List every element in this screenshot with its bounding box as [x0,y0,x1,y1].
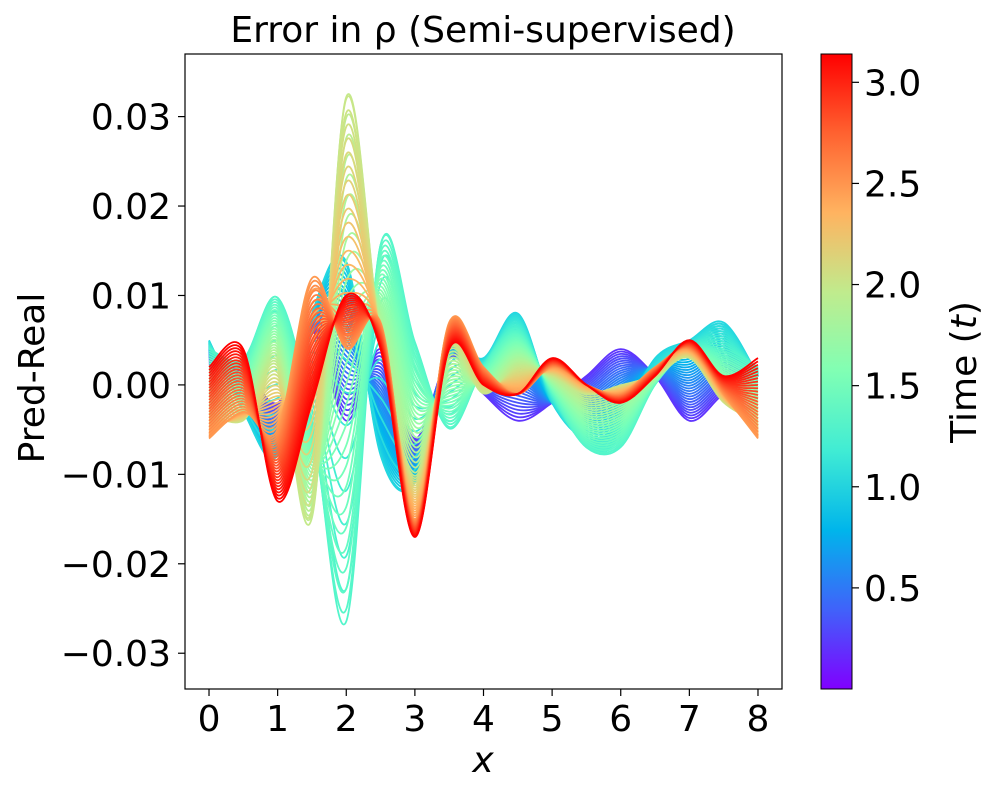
y-tick-label: 0.01 [91,276,171,317]
y-tick-label: 0.02 [91,187,171,228]
x-tick-label: 5 [541,699,564,740]
x-axis-ticks: 0 1 2 3 4 5 6 7 8 [198,689,770,740]
y-tick-label: −0.02 [61,545,171,586]
colorbar [820,53,853,690]
y-axis-ticks: 0.03 0.02 0.01 0.00 −0.01 −0.02 −0.03 [61,98,185,675]
colorbar-tick-label: 1.0 [864,468,921,509]
y-tick-label: −0.01 [61,455,171,496]
x-tick-label: 4 [472,699,495,740]
colorbar-label: Time (t) [944,301,985,444]
y-axis-label: Pred-Real [12,293,53,464]
colorbar-tick-label: 3.0 [864,63,921,104]
x-tick-label: 8 [747,699,770,740]
y-tick-label: −0.03 [61,634,171,675]
x-tick-label: 7 [678,699,701,740]
y-tick-label: 0.03 [91,98,171,139]
error-curves [208,93,759,626]
colorbar-tick-label: 0.5 [864,569,921,610]
colorbar-ticks: 0.5 1.0 1.5 2.0 2.5 3.0 [852,63,921,610]
y-tick-label: 0.00 [91,366,171,407]
x-tick-label: 6 [609,699,632,740]
chart-title: Error in ρ (Semi-supervised) [230,10,735,51]
x-tick-label: 1 [266,699,289,740]
colorbar-tick-label: 1.5 [864,367,921,408]
x-tick-label: 0 [198,699,221,740]
colorbar-tick-label: 2.5 [864,164,921,205]
x-tick-label: 2 [335,699,358,740]
x-tick-label: 3 [403,699,426,740]
error-curve [208,292,759,538]
x-axis-label: x [471,740,494,781]
colorbar-tick-label: 2.0 [864,266,921,307]
